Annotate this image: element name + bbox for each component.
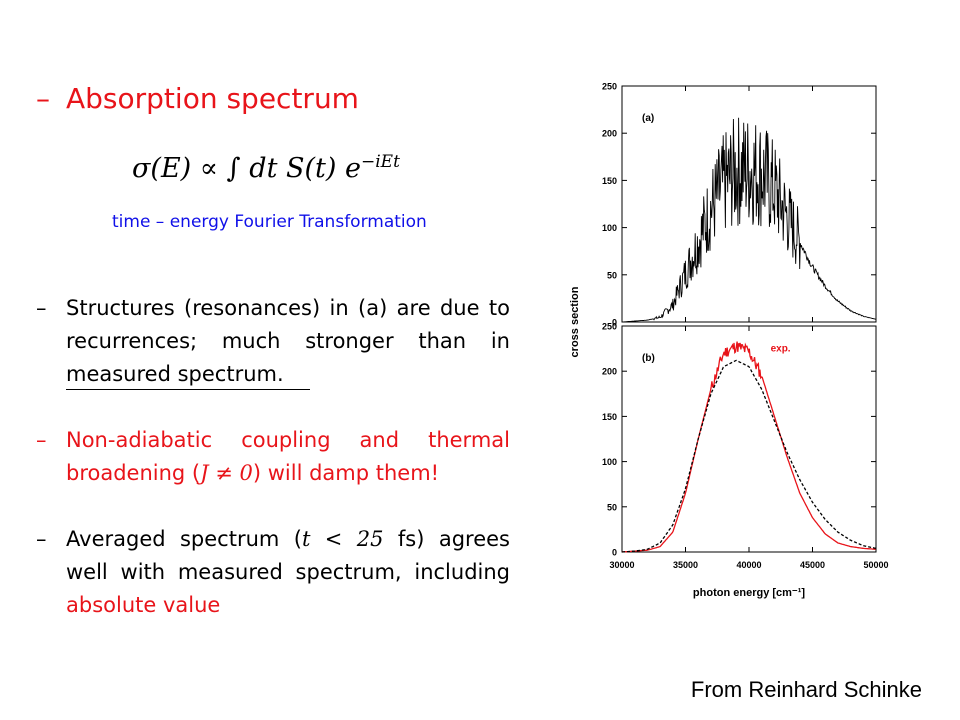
formula-main: σ(E) ∝ ∫ dt S(t) e (132, 153, 361, 184)
bullet-text: Structures (resonances) in (a) are due t… (66, 296, 510, 386)
y-tick-label: 200 (602, 367, 617, 377)
formula-exponent: −iEt (361, 152, 400, 172)
y-tick-label: 150 (602, 176, 617, 186)
y-tick-label: 100 (602, 223, 617, 233)
formula-caption: time – energy Fourier Transformation (112, 212, 427, 232)
panel-label: (a) (642, 113, 654, 124)
bullet-nonadiabatic: – Non-adiabatic coupling and thermal bro… (36, 424, 510, 490)
y-tick-label: 100 (602, 457, 617, 467)
panel-label: (b) (642, 353, 655, 364)
y-tick-label: 150 (602, 412, 617, 422)
bullet-averaged: – Averaged spectrum (t < 25 fs) agrees w… (36, 523, 510, 622)
bullet-math: J ≠ 0 (200, 461, 253, 485)
bullet-text-red: absolute value (66, 593, 221, 617)
x-tick-label: 40000 (736, 560, 761, 570)
bullet-text-pre: Averaged spectrum ( (66, 527, 302, 551)
y-tick-label: 50 (607, 502, 617, 512)
bullet-text-post: ) will damp them! (252, 461, 440, 485)
credit-text: From Reinhard Schinke (690, 677, 922, 702)
slide-heading: – Absorption spectrum (36, 82, 359, 115)
series-line-simulated (622, 117, 876, 323)
series-line-averaged (621, 359, 876, 553)
series-legend-label: exp. (771, 343, 791, 354)
heading-text: Absorption spectrum (66, 82, 359, 115)
bullet-dash: – (36, 296, 47, 320)
series-line-experimental (621, 341, 876, 553)
cross-section-chart: 0 50 100 150 200 250 (a) 0 50 100 150 200 250 (b) exp.… (569, 82, 889, 600)
fourier-formula: σ(E) ∝ ∫ dt S(t) e−iEt (132, 152, 400, 184)
x-tick-label: 50000 (863, 560, 888, 570)
underline-rule (66, 389, 310, 390)
bullet-text-pre: Non-adiabatic coupling and thermal broad… (66, 428, 510, 485)
y-tick-label: 250 (602, 82, 617, 92)
bullet-math: t < 25 (301, 527, 384, 551)
bullet-text-post: ) agrees well with measured spectrum, in… (66, 527, 510, 584)
y-tick-label: 250 (602, 322, 617, 332)
y-tick-label: 0 (612, 548, 617, 558)
x-axis-label: photon energy [cm⁻¹] (693, 587, 805, 599)
y-tick-label: 50 (607, 270, 617, 280)
bullet-dash: – (36, 428, 47, 452)
heading-dash: – (36, 82, 50, 115)
plot-frame-b (621, 325, 877, 553)
x-tick-label: 45000 (800, 560, 825, 570)
y-tick-label: 200 (602, 129, 617, 139)
x-tick-label: 30000 (609, 560, 634, 570)
bullet-unit: fs (383, 527, 417, 551)
y-axis-label: cross section (569, 286, 581, 357)
x-tick-label: 35000 (673, 560, 698, 570)
y-tick-label: 0 (612, 318, 617, 328)
bullet-structures: – Structures (resonances) in (a) are due… (36, 292, 510, 391)
bullet-dash: – (36, 527, 47, 551)
